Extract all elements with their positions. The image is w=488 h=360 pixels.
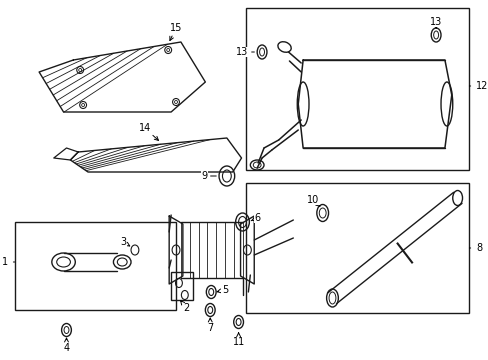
Bar <box>246 8 468 170</box>
Text: 5: 5 <box>217 285 227 295</box>
Bar <box>246 183 468 313</box>
Text: 6: 6 <box>250 213 260 223</box>
Bar <box>15 222 176 310</box>
Text: 10: 10 <box>306 195 319 206</box>
Text: 15: 15 <box>169 23 182 41</box>
Text: 13: 13 <box>236 47 254 57</box>
Text: 13: 13 <box>429 17 441 28</box>
Text: 14: 14 <box>138 123 158 140</box>
Bar <box>171 272 192 300</box>
Text: 7: 7 <box>207 318 213 333</box>
Text: 3: 3 <box>120 237 129 247</box>
Text: 8: 8 <box>468 243 481 253</box>
Text: 12: 12 <box>468 81 488 91</box>
Text: 9: 9 <box>201 171 216 181</box>
Text: 4: 4 <box>63 338 69 353</box>
Text: 2: 2 <box>180 301 189 313</box>
Text: 1: 1 <box>1 257 15 267</box>
Text: 11: 11 <box>232 333 244 347</box>
